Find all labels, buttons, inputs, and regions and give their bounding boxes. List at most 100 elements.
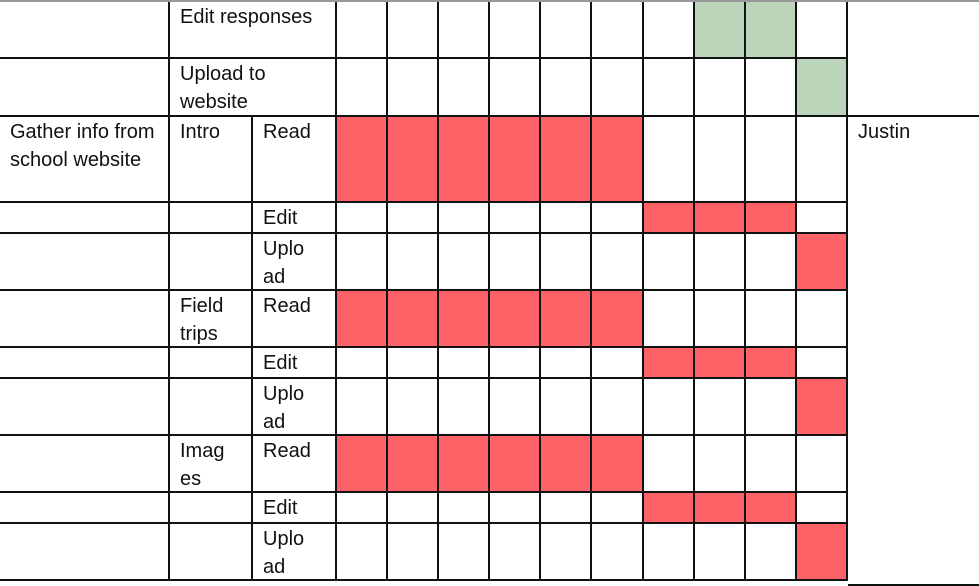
timeline-cell-red bbox=[592, 291, 644, 348]
timeline-cell bbox=[490, 2, 541, 59]
timeline-cell bbox=[746, 117, 797, 203]
timeline-cell-red bbox=[541, 291, 592, 348]
timeline-cell bbox=[644, 117, 695, 203]
timeline-cell bbox=[388, 59, 439, 117]
subtask-cell bbox=[170, 348, 253, 379]
timeline-cell bbox=[388, 524, 439, 581]
timeline-cell-red bbox=[695, 203, 746, 234]
timeline-cell-red bbox=[388, 291, 439, 348]
timeline-cell-red bbox=[746, 203, 797, 234]
timeline-cell bbox=[797, 493, 848, 524]
timeline-cell bbox=[644, 291, 695, 348]
step-cell: Uplo ad bbox=[253, 524, 337, 581]
timeline-cell bbox=[388, 2, 439, 59]
timeline-cell bbox=[695, 436, 746, 493]
owner-cell-blank bbox=[848, 2, 979, 117]
timeline-cell bbox=[490, 493, 541, 524]
timeline-cell bbox=[490, 234, 541, 291]
timeline-cell-red bbox=[797, 524, 848, 581]
step-cell: Uplo ad bbox=[253, 234, 337, 291]
timeline-cell-red bbox=[490, 291, 541, 348]
task-cell: Gather info from school website bbox=[0, 117, 170, 203]
timeline-cell bbox=[541, 524, 592, 581]
timeline-cell bbox=[388, 379, 439, 436]
timeline-cell bbox=[388, 493, 439, 524]
timeline-cell bbox=[797, 436, 848, 493]
timeline-cell-red bbox=[388, 436, 439, 493]
timeline-cell-red bbox=[490, 117, 541, 203]
timeline-cell bbox=[746, 234, 797, 291]
task-cell bbox=[0, 59, 170, 117]
timeline-cell-red bbox=[490, 436, 541, 493]
timeline-cell bbox=[541, 234, 592, 291]
timeline-cell bbox=[337, 59, 388, 117]
timeline-cell bbox=[797, 203, 848, 234]
timeline-cell bbox=[592, 59, 644, 117]
step-cell: Read bbox=[253, 117, 337, 203]
task-cell bbox=[0, 348, 170, 379]
timeline-cell bbox=[490, 379, 541, 436]
subtask-cell: Intro bbox=[170, 117, 253, 203]
timeline-cell bbox=[490, 203, 541, 234]
owner-cell: Justin bbox=[848, 117, 979, 586]
timeline-cell bbox=[695, 524, 746, 581]
timeline-cell bbox=[388, 348, 439, 379]
timeline-cell-red bbox=[439, 117, 490, 203]
timeline-cell bbox=[592, 524, 644, 581]
timeline-cell bbox=[439, 348, 490, 379]
timeline-cell-red bbox=[337, 436, 388, 493]
timeline-cell bbox=[490, 348, 541, 379]
subtask-cell: Upload to website bbox=[170, 59, 337, 117]
step-cell: Read bbox=[253, 291, 337, 348]
timeline-cell bbox=[337, 493, 388, 524]
subtask-cell: Field trips bbox=[170, 291, 253, 348]
timeline-cell bbox=[746, 524, 797, 581]
timeline-cell bbox=[746, 291, 797, 348]
timeline-cell bbox=[490, 524, 541, 581]
timeline-cell-red bbox=[439, 291, 490, 348]
timeline-cell bbox=[337, 379, 388, 436]
timeline-cell bbox=[592, 493, 644, 524]
timeline-cell-red bbox=[592, 436, 644, 493]
timeline-cell-red bbox=[592, 117, 644, 203]
task-cell bbox=[0, 436, 170, 493]
subtask-cell bbox=[170, 493, 253, 524]
timeline-cell bbox=[644, 524, 695, 581]
step-cell: Uplo ad bbox=[253, 379, 337, 436]
timeline-cell-green bbox=[746, 2, 797, 59]
timeline-cell-red bbox=[797, 234, 848, 291]
timeline-cell bbox=[644, 59, 695, 117]
timeline-cell bbox=[644, 379, 695, 436]
timeline-cell bbox=[592, 379, 644, 436]
timeline-cell-green bbox=[695, 2, 746, 59]
timeline-cell bbox=[797, 348, 848, 379]
task-cell bbox=[0, 2, 170, 59]
timeline-cell bbox=[695, 234, 746, 291]
timeline-cell-red bbox=[541, 117, 592, 203]
step-cell: Edit bbox=[253, 493, 337, 524]
timeline-cell bbox=[797, 291, 848, 348]
timeline-cell bbox=[337, 2, 388, 59]
timeline-cell bbox=[644, 2, 695, 59]
timeline-cell-red bbox=[541, 436, 592, 493]
step-cell: Edit bbox=[253, 348, 337, 379]
timeline-cell bbox=[388, 234, 439, 291]
timeline-cell bbox=[541, 348, 592, 379]
timeline-cell-red bbox=[337, 117, 388, 203]
timeline-cell bbox=[439, 234, 490, 291]
timeline-cell-red bbox=[644, 348, 695, 379]
timeline-cell bbox=[797, 117, 848, 203]
timeline-cell bbox=[541, 203, 592, 234]
task-cell bbox=[0, 291, 170, 348]
task-cell bbox=[0, 234, 170, 291]
task-cell bbox=[0, 524, 170, 581]
subtask-cell bbox=[170, 203, 253, 234]
timeline-cell bbox=[746, 379, 797, 436]
step-cell: Read bbox=[253, 436, 337, 493]
timeline-cell bbox=[695, 379, 746, 436]
timeline-cell bbox=[490, 59, 541, 117]
timeline-cell bbox=[337, 234, 388, 291]
timeline-cell-red bbox=[746, 493, 797, 524]
timeline-cell-red bbox=[797, 379, 848, 436]
